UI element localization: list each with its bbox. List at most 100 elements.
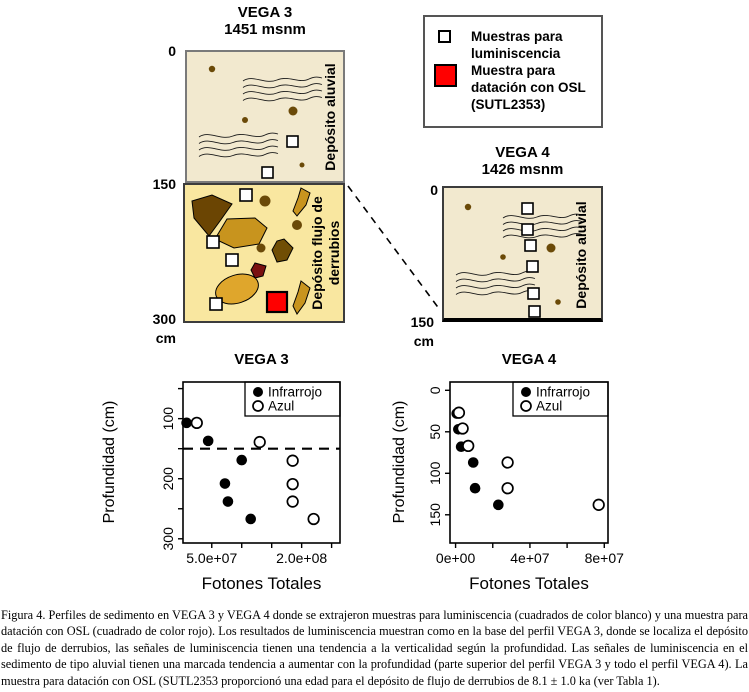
clast-dot [292, 220, 302, 230]
data-point-azul [501, 482, 514, 495]
vega4-panel [442, 186, 603, 322]
clast-shape [292, 280, 311, 315]
luminescence-sample-marker [521, 202, 534, 215]
cross-bedding-lines [455, 270, 536, 296]
vega3-upper-panel-graphics [198, 65, 323, 179]
svg-text:4e+07: 4e+07 [510, 550, 550, 566]
data-point-infrarrojo [493, 499, 504, 511]
svg-text:50: 50 [427, 424, 443, 440]
svg-text:Azul: Azul [268, 399, 294, 414]
cross-bedding-lines [242, 76, 323, 102]
vega3-depth-0: 0 [168, 43, 176, 59]
vega3-upper-unit-label: Depósito aluvial [322, 63, 338, 171]
svg-text:200: 200 [160, 467, 176, 491]
luminescence-sample-marker [286, 135, 299, 148]
clast-dot [299, 162, 305, 168]
luminescence-sample-marker [225, 253, 239, 267]
vega3-profile-elevation: 1451 msnm [224, 21, 306, 38]
osl-sample-legend-icon [434, 64, 457, 87]
cross-bedding-lines [198, 132, 279, 158]
data-point-azul [286, 477, 299, 491]
luminescence-sample-marker [526, 260, 539, 273]
clast-dot [288, 106, 298, 116]
data-point-azul [307, 512, 320, 526]
vega3-upper-panel [185, 50, 345, 183]
vega3-depth-300: 300 [152, 311, 176, 327]
vega4-profile-elevation: 1426 msnm [481, 161, 564, 178]
vega4-xaxis-label: Fotones Totales [469, 574, 589, 593]
data-point-infrarrojo [202, 435, 214, 447]
data-point-azul [501, 456, 514, 469]
clast-dot [256, 243, 266, 253]
clast-dot [259, 195, 271, 207]
luminescence-sample-marker [209, 297, 223, 311]
vega4-profile-title: VEGA 4 [495, 144, 550, 161]
vega4-depth-150: 150 [410, 314, 434, 330]
clast-shape [292, 187, 311, 217]
data-point-infrarrojo [469, 482, 481, 494]
luminescence-sample-marker [524, 239, 537, 252]
vega3-depth-150: 150 [152, 176, 176, 192]
clast-shape [215, 273, 259, 305]
clast-dot [242, 117, 248, 123]
data-point-infrarrojo [219, 478, 231, 489]
data-point-infrarrojo [467, 457, 479, 468]
vega3-lower-panel-graphics [191, 187, 311, 315]
luminescence-sample-marker [261, 166, 274, 179]
clast-dot [464, 203, 472, 211]
luminescence-sample-marker [521, 223, 534, 236]
vega4-unit-label: Depósito aluvial [573, 201, 589, 309]
data-point-infrarrojo [245, 513, 257, 525]
clast-shape [250, 262, 267, 279]
data-point-azul [462, 439, 475, 453]
data-point-azul [253, 435, 266, 449]
data-point-infrarrojo [181, 417, 192, 429]
luminescence-sample-marker [206, 235, 220, 249]
luminescence-sample-marker [239, 188, 253, 202]
vega3-profile-title: VEGA 3 [237, 4, 293, 21]
data-point-infrarrojo [236, 454, 248, 466]
svg-text:Infrarrojo: Infrarrojo [268, 385, 322, 400]
luminescence-legend-label: Muestras para luminiscencia [471, 29, 563, 61]
correlation-dashed-line [347, 185, 441, 311]
clast-dot [555, 299, 561, 305]
clast-shape [271, 238, 294, 263]
osl-sample-marker [265, 290, 289, 314]
svg-text:Infrarrojo: Infrarrojo [536, 385, 590, 400]
svg-text:100: 100 [160, 407, 176, 431]
osl-legend-label: Muestra para datación con OSL (SUTL2353) [471, 63, 586, 112]
vega3-lower-unit-label: Depósito flujo de derrubios [309, 196, 342, 310]
svg-text:Azul: Azul [536, 399, 562, 414]
cross-bedding-lines [502, 213, 583, 239]
svg-text:100: 100 [427, 461, 443, 485]
data-point-azul [452, 406, 466, 419]
svg-text:150: 150 [427, 503, 443, 527]
data-point-azul [592, 498, 605, 511]
vega4-panel-graphics [455, 202, 583, 318]
data-point-azul [286, 495, 299, 508]
sample-legend-box: Muestras para luminiscencia Muestra para… [423, 15, 603, 128]
luminescence-sample-legend-icon [438, 30, 451, 43]
data-point-infrarrojo [222, 496, 234, 507]
clast-dot [208, 65, 216, 73]
vega4-depth-0: 0 [430, 182, 438, 198]
data-point-azul [456, 422, 469, 435]
clast-dot [546, 243, 556, 253]
svg-text:0: 0 [427, 386, 443, 394]
clast-shape [214, 217, 268, 249]
svg-text:2.0e+08: 2.0e+08 [276, 550, 327, 566]
figure-caption: Figura 4. Perfiles de sedimento en VEGA … [1, 608, 748, 688]
clast-dot [500, 254, 506, 260]
svg-text:0e+00: 0e+00 [436, 550, 476, 566]
svg-text:5.0e+07: 5.0e+07 [186, 550, 237, 566]
vega3-lower-panel [183, 183, 345, 323]
svg-text:8e+07: 8e+07 [585, 550, 625, 566]
luminescence-sample-marker [528, 305, 541, 318]
vega3-xaxis-label: Fotones Totales [201, 574, 322, 593]
svg-text:300: 300 [160, 527, 176, 551]
vega3-depth-unit: cm [155, 330, 176, 346]
vega4-chart-title: VEGA 4 [501, 351, 557, 368]
